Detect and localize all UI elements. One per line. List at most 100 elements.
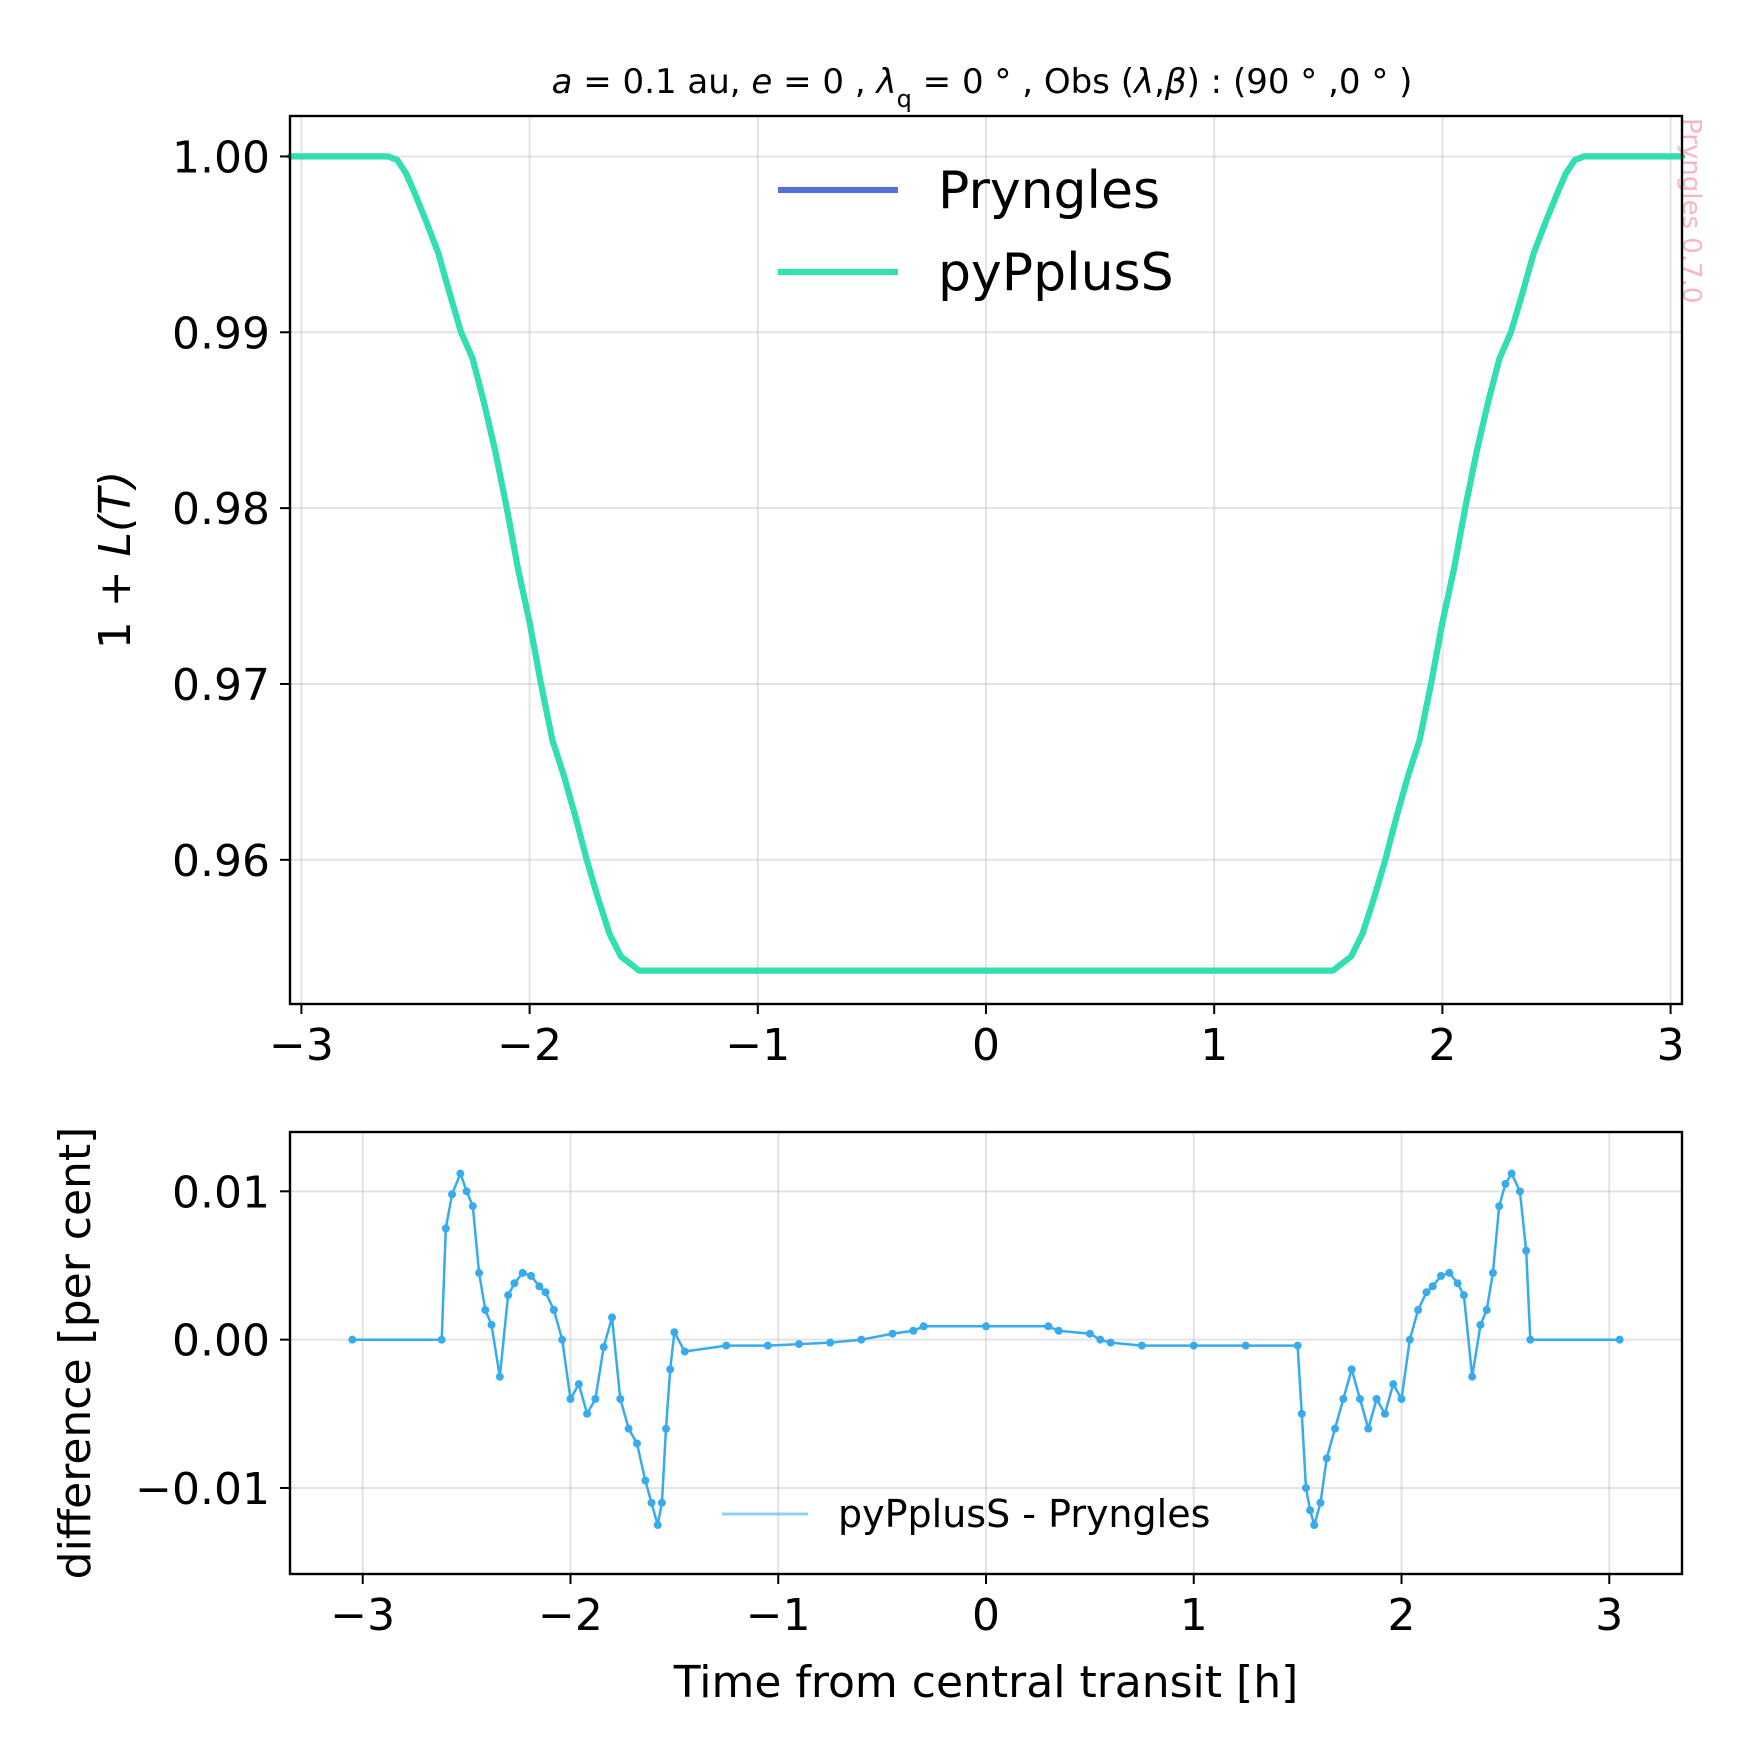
data-point <box>1322 1454 1331 1463</box>
data-point <box>510 1279 519 1288</box>
data-point <box>888 1329 897 1338</box>
data-point <box>1054 1326 1063 1335</box>
watermark: Pryngles 0.7.0 <box>1676 118 1706 303</box>
data-point <box>1445 1268 1454 1277</box>
data-point <box>475 1268 484 1277</box>
data-point <box>657 1498 666 1507</box>
data-point <box>1501 1179 1510 1188</box>
data-point <box>1297 1409 1306 1418</box>
bottom-x-tick-label: −2 <box>538 1590 603 1641</box>
data-point <box>1397 1394 1406 1403</box>
data-point <box>1364 1424 1373 1433</box>
data-point <box>666 1365 675 1374</box>
data-point <box>487 1320 496 1329</box>
bottom-panel: −3 −2 −1 0 1 2 3 −0.01 0.00 0.01 Time from centr… <box>50 1127 1684 1708</box>
top-x-tick-label: 3 <box>1657 1020 1685 1071</box>
data-point <box>566 1394 575 1403</box>
top-x-ticks: −3 −2 −1 0 1 2 3 <box>269 1004 1685 1071</box>
bottom-x-tick-label: 0 <box>972 1590 1000 1641</box>
data-point <box>441 1224 450 1233</box>
data-point <box>826 1338 835 1347</box>
bottom-x-tick-label: −3 <box>330 1590 395 1641</box>
bottom-x-tick-label: 1 <box>1180 1590 1208 1641</box>
data-point <box>1293 1341 1302 1350</box>
data-point <box>1306 1506 1315 1515</box>
series-line-pyppluss-pryngles <box>351 1172 1621 1527</box>
data-point <box>1331 1424 1340 1433</box>
data-point <box>549 1305 558 1314</box>
data-point <box>1372 1394 1381 1403</box>
data-point <box>919 1322 928 1331</box>
data-point <box>1106 1338 1115 1347</box>
data-point <box>1380 1409 1389 1418</box>
data-point <box>1526 1335 1535 1344</box>
data-point <box>1189 1341 1198 1350</box>
series-line-pyppluss <box>287 153 1685 974</box>
data-point <box>558 1335 567 1344</box>
data-point <box>1310 1521 1319 1530</box>
data-point <box>1468 1372 1477 1381</box>
data-point <box>982 1322 990 1331</box>
data-point <box>468 1202 477 1211</box>
data-point <box>1085 1329 1094 1338</box>
data-point <box>1316 1498 1325 1507</box>
bottom-grid <box>290 1132 1682 1574</box>
bottom-y-tick-label: −0.01 <box>135 1464 270 1515</box>
data-point <box>1436 1271 1445 1280</box>
data-point <box>1488 1268 1497 1277</box>
data-point <box>1414 1305 1423 1314</box>
data-point <box>462 1187 471 1196</box>
data-point <box>722 1341 731 1350</box>
data-point <box>647 1498 656 1507</box>
top-x-tick-label: 1 <box>1200 1020 1228 1071</box>
data-point <box>1044 1322 1053 1331</box>
bottom-y-ticks: −0.01 0.00 0.01 <box>135 1167 290 1515</box>
data-point <box>599 1343 608 1352</box>
top-x-tick-label: −3 <box>269 1020 334 1071</box>
data-point <box>1453 1279 1462 1288</box>
top-x-tick-label: −1 <box>725 1020 790 1071</box>
data-point <box>527 1271 536 1280</box>
top-y-tick-label: 0.97 <box>172 660 270 711</box>
top-x-tick-label: 0 <box>972 1020 1000 1071</box>
top-y-tick-label: 0.96 <box>172 836 270 887</box>
data-point <box>481 1305 490 1314</box>
data-point <box>909 1326 918 1335</box>
bottom-x-tick-label: −1 <box>746 1590 811 1641</box>
top-y-tick-label: 1.00 <box>172 132 270 183</box>
data-point <box>437 1335 446 1344</box>
top-series <box>287 153 1685 974</box>
data-point <box>608 1313 617 1322</box>
data-point <box>1428 1282 1437 1291</box>
top-y-tick-label: 0.99 <box>172 308 270 359</box>
data-point <box>1482 1305 1491 1314</box>
top-legend: Pryngles pyPplusS <box>778 161 1174 303</box>
bottom-y-tick-label: 0.01 <box>172 1167 270 1218</box>
bottom-x-ticks: −3 −2 −1 0 1 2 3 <box>330 1574 1623 1641</box>
data-point <box>535 1282 544 1291</box>
data-point <box>1137 1341 1146 1350</box>
data-point <box>495 1372 504 1381</box>
data-point <box>1389 1380 1398 1389</box>
data-point <box>624 1424 633 1433</box>
top-grid <box>290 116 1682 1004</box>
data-point <box>456 1169 465 1178</box>
data-point <box>541 1288 550 1297</box>
data-point <box>348 1335 357 1344</box>
data-point <box>1495 1202 1504 1211</box>
data-point <box>795 1340 804 1349</box>
bottom-x-tick-label: 3 <box>1595 1590 1623 1641</box>
data-point <box>670 1328 679 1337</box>
data-point <box>857 1335 866 1344</box>
data-point <box>641 1476 650 1485</box>
data-point <box>1339 1394 1348 1403</box>
bottom-x-tick-label: 2 <box>1388 1590 1416 1641</box>
data-point <box>1459 1291 1468 1300</box>
top-panel: −3 −2 −1 0 1 2 3 0.96 0.97 0.98 0.99 1.00 1 + L(T)… <box>90 114 1685 1071</box>
top-x-tick-label: −2 <box>497 1020 562 1071</box>
data-point <box>1615 1335 1624 1344</box>
bottom-y-axis-label: difference [per cent] <box>50 1127 101 1580</box>
data-point <box>616 1394 625 1403</box>
bottom-series <box>348 1169 1624 1530</box>
